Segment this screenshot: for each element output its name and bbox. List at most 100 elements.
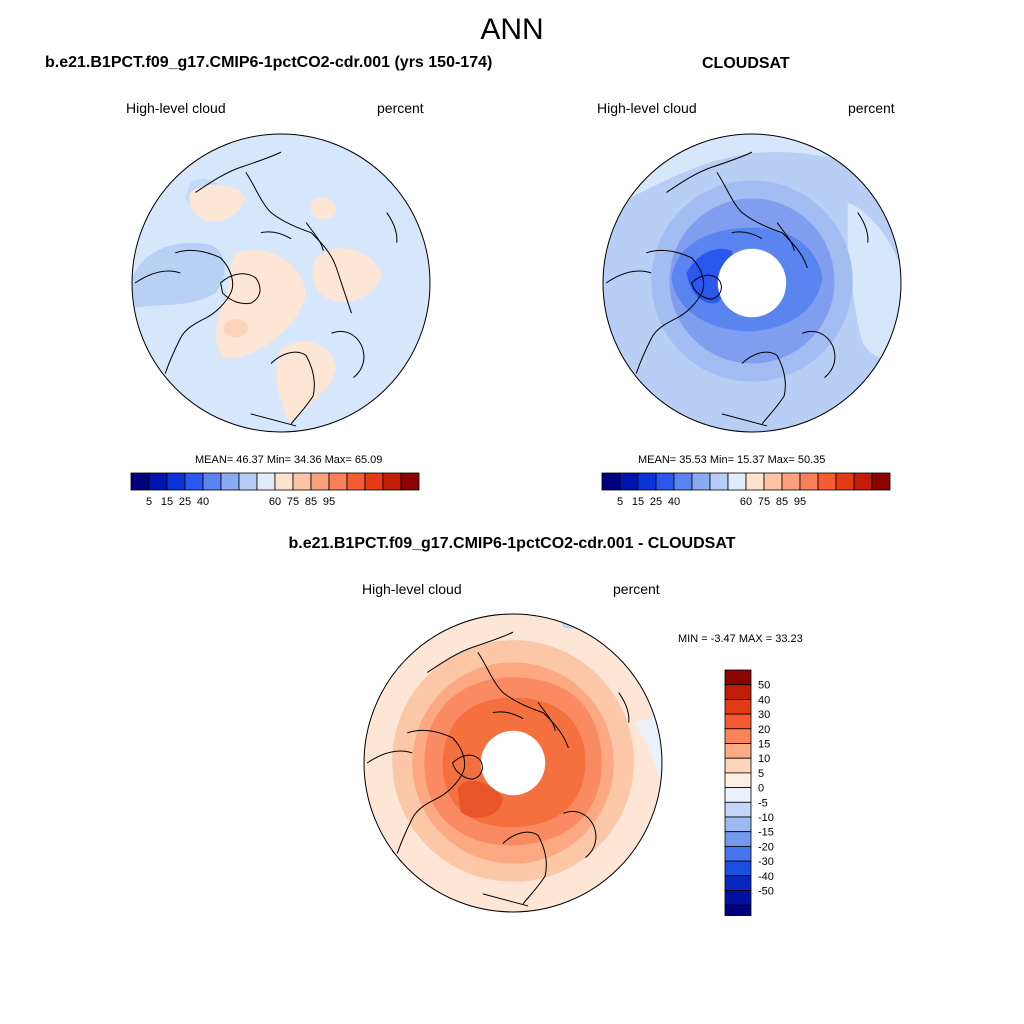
model-colorbar-swatch xyxy=(310,472,330,491)
diff-stats: MIN = -3.47 MAX = 33.23 xyxy=(678,633,803,645)
model-colorbar-label: 60 xyxy=(269,496,281,508)
diff-colorbar-label: 50 xyxy=(758,680,770,692)
model-colorbar-label: 25 xyxy=(179,496,191,508)
model-polar-map xyxy=(131,133,431,433)
obs-colorbar-label: 25 xyxy=(650,496,662,508)
diff-colorbar-swatch xyxy=(724,875,752,891)
figure-title: ANN xyxy=(480,13,544,46)
model-colorbar-label: 85 xyxy=(305,496,317,508)
obs-colorbar-swatch xyxy=(817,472,837,491)
obs-contour-higher-east xyxy=(847,202,901,359)
obs-colorbar-swatch xyxy=(835,472,855,491)
obs-units-label: percent xyxy=(848,100,895,116)
diff-colorbar-swatch xyxy=(724,904,752,916)
diff-colorbar-swatch xyxy=(724,743,752,759)
obs-colorbar-swatch xyxy=(619,472,639,491)
diff-colorbar-label: -10 xyxy=(758,812,774,824)
diff-coastlines xyxy=(366,631,630,907)
obs-panel-title: CLOUDSAT xyxy=(702,55,790,72)
model-colorbar-swatch xyxy=(130,472,150,491)
model-contour-higher-south xyxy=(276,341,337,424)
diff-colorbar-swatch xyxy=(724,757,752,774)
model-contour-higher-north xyxy=(189,184,246,222)
diff-contour-negative-north xyxy=(558,614,594,629)
diff-colorbar-swatch xyxy=(724,772,752,789)
model-colorbar-swatch xyxy=(166,472,186,491)
diff-colorbar-swatch xyxy=(724,669,752,686)
obs-colorbar-label: 85 xyxy=(776,496,788,508)
model-colorbar-swatch xyxy=(202,472,222,491)
diff-colorbar-swatch xyxy=(724,860,752,877)
diff-colorbar-label: -30 xyxy=(758,856,774,868)
diff-colorbar-swatch xyxy=(724,801,752,818)
diff-variable-label: High-level cloud xyxy=(362,581,462,597)
model-contour-higher-northeast xyxy=(311,197,337,220)
diff-colorbar-swatch xyxy=(724,890,752,906)
obs-polar-map xyxy=(602,133,902,433)
model-contour-lower-west xyxy=(132,243,225,309)
model-colorbar-label: 5 xyxy=(146,496,152,508)
obs-colorbar: 5 15 25 40 60 75 85 95 xyxy=(601,472,891,508)
obs-stats: MEAN= 35.53 Min= 15.37 Max= 50.35 xyxy=(638,454,826,466)
obs-colorbar-swatch xyxy=(745,472,765,491)
diff-colorbar-label: 0 xyxy=(758,783,764,795)
model-colorbar: 5 15 25 40 60 75 85 95 xyxy=(130,472,420,508)
model-colorbar-label: 75 xyxy=(287,496,299,508)
diff-colorbar-label: 40 xyxy=(758,694,770,706)
model-colorbar-swatch xyxy=(328,472,348,491)
model-colorbar-label: 15 xyxy=(161,496,173,508)
obs-colorbar-swatch xyxy=(763,472,783,491)
obs-colorbar-swatch xyxy=(673,472,693,491)
model-colorbar-label: 40 xyxy=(197,496,209,508)
diff-colorbar-label: 30 xyxy=(758,709,770,721)
obs-variable-label: High-level cloud xyxy=(597,100,697,116)
diff-colorbar-label: -15 xyxy=(758,827,774,839)
model-colorbar-swatch xyxy=(238,472,258,491)
obs-colorbar-swatch xyxy=(853,472,873,491)
obs-polar-hole xyxy=(717,248,787,318)
model-colorbar-swatch xyxy=(256,472,276,491)
obs-colorbar-swatch xyxy=(727,472,747,491)
diff-polar-map xyxy=(363,613,663,913)
diff-colorbar-label: 5 xyxy=(758,768,764,780)
model-colorbar-swatch xyxy=(184,472,204,491)
model-variable-label: High-level cloud xyxy=(126,100,226,116)
obs-colorbar-swatch xyxy=(871,472,891,491)
obs-colorbar-swatch xyxy=(781,472,801,491)
obs-colorbar-swatch xyxy=(637,472,657,491)
obs-colorbar-label: 75 xyxy=(758,496,770,508)
obs-map-border xyxy=(602,133,902,433)
model-contour-max xyxy=(223,319,248,338)
diff-colorbar-swatch xyxy=(724,845,752,862)
diff-colorbar-swatch xyxy=(724,831,752,847)
obs-colorbar-label: 60 xyxy=(740,496,752,508)
diff-colorbar-swatch xyxy=(724,684,752,700)
model-colorbar-swatch xyxy=(382,472,402,491)
diff-map-border xyxy=(363,613,663,913)
diff-polar-hole xyxy=(480,730,546,796)
diff-colorbar-swatch xyxy=(724,728,752,744)
obs-colorbar-label: 40 xyxy=(668,496,680,508)
model-colorbar-swatch xyxy=(220,472,240,491)
diff-colorbar-label: 15 xyxy=(758,739,770,751)
diff-contour-negative-east xyxy=(633,712,662,794)
obs-colorbar-label: 95 xyxy=(794,496,806,508)
model-colorbar-swatch xyxy=(400,472,420,491)
obs-colorbar-swatch xyxy=(709,472,729,491)
obs-colorbar-swatch xyxy=(691,472,711,491)
model-stats: MEAN= 46.37 Min= 34.36 Max= 65.09 xyxy=(195,454,383,466)
diff-colorbar-swatch xyxy=(724,816,752,833)
obs-colorbar-swatch xyxy=(799,472,819,491)
model-map-border xyxy=(131,133,431,433)
diff-colorbar-swatch xyxy=(724,787,752,803)
diff-colorbar-label: -5 xyxy=(758,797,768,809)
model-coastlines xyxy=(134,151,398,427)
model-colorbar-swatch xyxy=(274,472,294,491)
diff-colorbar-swatch xyxy=(724,698,752,715)
obs-colorbar-label: 15 xyxy=(632,496,644,508)
diff-colorbar-label: -50 xyxy=(758,886,774,898)
model-colorbar-swatch xyxy=(148,472,168,491)
diff-panel-title: b.e21.B1PCT.f09_g17.CMIP6-1pctCO2-cdr.00… xyxy=(288,535,736,552)
obs-colorbar-swatch xyxy=(601,472,621,491)
